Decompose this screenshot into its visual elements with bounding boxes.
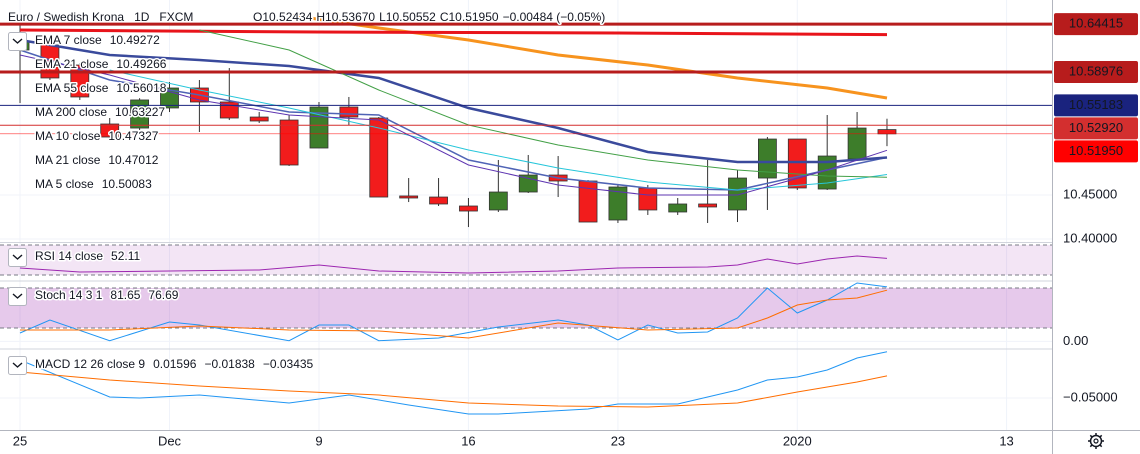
candle-body (488, 191, 508, 211)
collapse-button[interactable] (8, 32, 27, 51)
legend-value: 76.69 (148, 288, 178, 302)
legend-value: −0.03435 (263, 357, 314, 371)
indicator-line (19, 38, 888, 164)
indicator-line (109, 69, 888, 191)
candle-body (279, 119, 299, 166)
legend-value: 81.65 (110, 288, 140, 302)
x-tick-label: 13 (999, 433, 1013, 448)
legend-value: 0.01596 (153, 357, 197, 371)
candle-body (369, 117, 389, 198)
price-label-box (1054, 94, 1138, 117)
series-line (19, 282, 888, 342)
candle-body (608, 186, 628, 221)
candle-body (518, 174, 538, 193)
y-tick-label: 10.40000 (1063, 230, 1117, 245)
indicator-line (19, 54, 888, 196)
indicator-line (19, 49, 888, 191)
ohlc-value: L10.50552 (379, 10, 436, 24)
price-label: 10.52920 (1069, 120, 1123, 135)
legend-name: MA 21 close (35, 153, 101, 167)
series-line (19, 351, 888, 415)
ohlc-value: O10.52434 (253, 10, 313, 24)
candle-body (638, 187, 658, 211)
x-tick-label: 16 (461, 433, 475, 448)
series-line (19, 371, 888, 408)
price-label: 10.55183 (1069, 97, 1123, 112)
legend-name: MA 5 close (35, 177, 94, 191)
legend-value: 10.63227 (115, 105, 165, 119)
candle-body (339, 106, 359, 118)
x-tick-label: 23 (611, 433, 625, 448)
ohlc-value: −0.00484 (−0.05%) (503, 10, 606, 24)
candle-body (847, 127, 867, 160)
price-label-box (1054, 13, 1138, 36)
legend-name: EMA 7 close (35, 33, 102, 47)
indicator-line (19, 28, 888, 37)
collapse-button[interactable] (8, 356, 27, 375)
price-label-box (1054, 140, 1138, 163)
legend-value: 10.50083 (102, 177, 152, 191)
ohlc-value: H10.53670 (316, 10, 375, 24)
legend-name: MA 200 close (35, 105, 107, 119)
pane-title: Stoch 14 3 1 (35, 288, 103, 302)
candle-body (877, 129, 897, 135)
candle-body (787, 138, 807, 189)
x-tick-label: Dec (158, 433, 182, 448)
x-tick-label: 25 (13, 433, 27, 448)
rsi-pane (0, 244, 1052, 276)
legend-name: MA 10 close (35, 129, 101, 143)
candle-body (728, 177, 747, 211)
candle-body (429, 196, 448, 205)
price-pane (0, 13, 1052, 228)
settings-icon[interactable] (1088, 433, 1104, 449)
ohlc-value: C10.51950 (440, 10, 499, 24)
collapse-button[interactable] (8, 287, 27, 306)
candle-body (758, 138, 777, 179)
candle-body (459, 205, 478, 212)
legend-name: EMA 55 close (35, 81, 109, 95)
overlay: 25 Dec 9 16 23 2020 13 10.40000 10.45000 10.64415… (7, 9, 1138, 448)
pane-title: MACD 12 26 close 9 (35, 357, 145, 371)
legend-value: −0.01838 (204, 357, 255, 371)
series-line (19, 255, 888, 274)
candle-body (130, 99, 150, 129)
candle-body (668, 203, 688, 213)
x-tick-label: 2020 (783, 433, 812, 448)
legend-value: 52.11 (111, 249, 140, 263)
legend-value: 10.49266 (116, 57, 166, 71)
candle-body (249, 116, 269, 122)
band (0, 288, 1052, 328)
price-label-box (1054, 61, 1138, 84)
price-label: 10.58976 (1069, 63, 1123, 78)
indicator-line (288, 13, 888, 100)
band (0, 245, 1052, 275)
source: FXCM (159, 10, 193, 24)
y-tick-label: −0.05000 (1063, 389, 1118, 404)
y-tick-label: 10.45000 (1063, 186, 1117, 201)
stoch-pane (0, 282, 1052, 342)
pane-title: RSI 14 close (35, 249, 103, 263)
legend-value: 10.47327 (108, 129, 158, 143)
y-tick-label: 0.00 (1063, 333, 1088, 348)
chart-title: Euro / Swedish Krona (8, 10, 124, 24)
legend-value: 10.47012 (108, 153, 158, 167)
collapse-button[interactable] (8, 248, 27, 267)
interval: 1D (134, 10, 150, 24)
candle-body (399, 195, 419, 199)
legend-name: EMA 21 close (35, 57, 109, 71)
macd-pane (19, 351, 888, 415)
price-label: 10.51950 (1069, 143, 1123, 158)
legend-value: 10.56018 (116, 81, 166, 95)
x-tick-label: 9 (315, 433, 322, 448)
indicator-line (199, 29, 888, 178)
candle-body (698, 203, 718, 208)
series-line (20, 289, 888, 339)
legend-value: 10.49272 (110, 33, 160, 47)
price-label: 10.64415 (1069, 16, 1123, 31)
price-label-box (1054, 117, 1138, 140)
